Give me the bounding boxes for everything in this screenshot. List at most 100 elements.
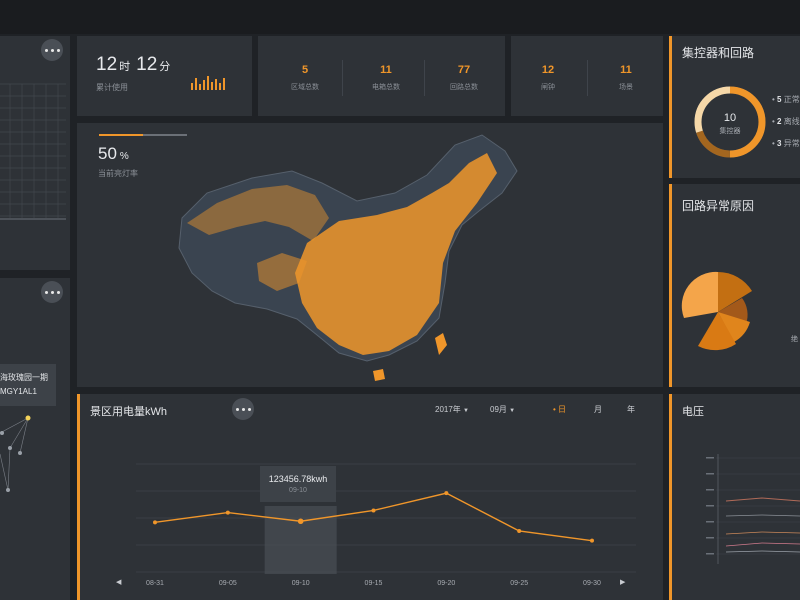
x-tick-label: 09-05 <box>218 580 237 587</box>
year-select[interactable]: 2017年 ▼ <box>435 404 469 415</box>
legend-count: 5 <box>777 95 782 104</box>
mode-label: 年 <box>627 405 635 414</box>
month-select[interactable]: 09月 ▼ <box>490 404 515 415</box>
data-point-09-10[interactable] <box>297 518 304 525</box>
divider <box>424 60 425 96</box>
stat-scene-count: 11 场景 <box>591 64 661 92</box>
donut-center-value: 10 <box>723 112 737 124</box>
map-hainan <box>373 369 385 381</box>
data-point-09-25[interactable] <box>517 528 522 533</box>
divider <box>587 60 588 96</box>
legend-abnormal: • 3 异常 <box>772 139 800 148</box>
month-value: 09月 <box>490 405 507 414</box>
stats-panel: 5 区域总数 11 电箱总数 77 回路总数 <box>258 36 505 116</box>
left-network-panel: 海玫瑰园一期 MGY1AL1 <box>0 278 70 600</box>
data-point-09-05[interactable] <box>225 510 230 515</box>
hours-unit: 时 <box>119 61 131 73</box>
energy-panel: 景区用电量kWh 2017年 ▼ 09月 ▼ • 日 月 年 123456.78… <box>77 394 663 600</box>
mode-day[interactable]: • 日 <box>553 405 567 414</box>
tooltip-date: 09-10 <box>289 487 307 494</box>
energy-line-chart <box>136 463 636 574</box>
chevron-down-icon: ▼ <box>509 408 516 414</box>
more-button[interactable] <box>41 281 63 303</box>
legend-label: 正常 <box>783 95 800 104</box>
lighting-rate-label: 当前亮灯率 <box>98 169 138 178</box>
controller-panel: 集控器和回路 10 集控器 • 5 正常 • 2 离线 • 3 异常 <box>669 36 800 178</box>
usage-panel: 12 时 12 分 累计使用 <box>77 36 252 116</box>
legend-normal: • 5 正常 <box>772 95 800 104</box>
top-bar <box>0 0 800 34</box>
legend-label: 异常 <box>783 139 800 148</box>
x-tick-label: 09-25 <box>510 580 529 587</box>
stat-value: 5 <box>301 64 309 76</box>
tooltip-value: 123456.78kwh <box>268 474 328 484</box>
lighting-rate: 50% <box>98 144 129 164</box>
map-west-lights <box>187 185 329 241</box>
abnormal-panel: 回路异常原因 绝 <box>669 184 800 387</box>
x-tick-label: 09-30 <box>583 580 601 587</box>
stat-label: 区域总数 <box>291 84 319 91</box>
x-tick-label: 09-10 <box>291 580 310 587</box>
stat-value: 77 <box>457 64 471 76</box>
data-point-08-31[interactable] <box>153 520 157 525</box>
usage-hours: 12 <box>96 54 118 75</box>
year-value: 2017年 <box>435 405 461 414</box>
stat-label: 电箱总数 <box>372 84 400 91</box>
map-island <box>435 333 447 355</box>
legend-count: 3 <box>777 139 782 148</box>
data-point-09-20[interactable] <box>444 491 449 496</box>
usage-minutes: 12 <box>136 54 158 75</box>
left-top-panel <box>0 36 70 270</box>
legend-offline: • 2 离线 <box>772 117 800 126</box>
usage-time: 12 时 12 分 <box>96 54 170 76</box>
abnormal-rose-chart <box>681 271 752 351</box>
panel-title: 电压 <box>682 406 704 418</box>
abnormal-side-label: 绝 <box>791 336 798 343</box>
more-button[interactable] <box>232 398 254 420</box>
more-button[interactable] <box>41 39 63 61</box>
lighting-rate-unit: % <box>119 151 129 162</box>
mode-month[interactable]: 月 <box>594 404 602 415</box>
stat-value: 11 <box>620 64 632 76</box>
stat-label: 场景 <box>619 84 633 91</box>
usage-label: 累计使用 <box>96 83 128 92</box>
legend-count: 2 <box>777 117 782 126</box>
minutes-unit: 分 <box>159 61 171 73</box>
stat-value: 11 <box>380 64 392 76</box>
lighting-progress-track <box>99 134 187 136</box>
right-arrow-icon[interactable]: ▶ <box>620 579 626 586</box>
data-point-09-30[interactable] <box>590 538 594 543</box>
stat-clock-count: 12 闸钟 <box>513 64 583 92</box>
map-north-lights <box>257 253 307 291</box>
mode-year[interactable]: 年 <box>627 404 635 415</box>
x-tick-label: 08-31 <box>146 580 164 587</box>
stats-panel-2: 12 闸钟 11 场景 <box>511 36 663 116</box>
voltage-line-chart <box>706 454 800 564</box>
map-panel: 50% 当前亮灯率 <box>77 123 663 387</box>
node-tooltip: 海玫瑰园一期 MGY1AL1 <box>0 364 56 406</box>
stat-area-count: 5 区域总数 <box>270 64 340 92</box>
panel-title: 回路异常原因 <box>682 199 755 213</box>
donut-center-label: 集控器 <box>719 128 741 135</box>
divider <box>342 60 343 96</box>
panel-title: 集控器和回路 <box>682 46 755 60</box>
x-tick-label: 09-15 <box>364 580 383 587</box>
data-point-09-15[interactable] <box>371 508 376 513</box>
china-map <box>178 134 518 381</box>
tooltip-line2: MGY1AL1 <box>0 387 37 396</box>
controller-donut <box>694 86 766 158</box>
highlight-band <box>264 506 337 574</box>
stat-label: 闸钟 <box>541 84 555 91</box>
stat-label: 回路总数 <box>450 84 478 91</box>
stat-value: 12 <box>541 64 555 76</box>
chevron-down-icon: ▼ <box>463 408 469 414</box>
series-line <box>154 492 593 542</box>
mode-label: 月 <box>594 405 602 414</box>
left-arrow-icon[interactable]: ◀ <box>116 579 122 586</box>
map-east-lights <box>295 153 497 355</box>
voltage-panel: 电压 <box>669 394 800 600</box>
grid-chart <box>0 83 66 220</box>
x-tick-label: 09-20 <box>437 580 456 587</box>
panel-title: 景区用电量kWh <box>90 406 167 418</box>
network-graph <box>0 415 31 492</box>
